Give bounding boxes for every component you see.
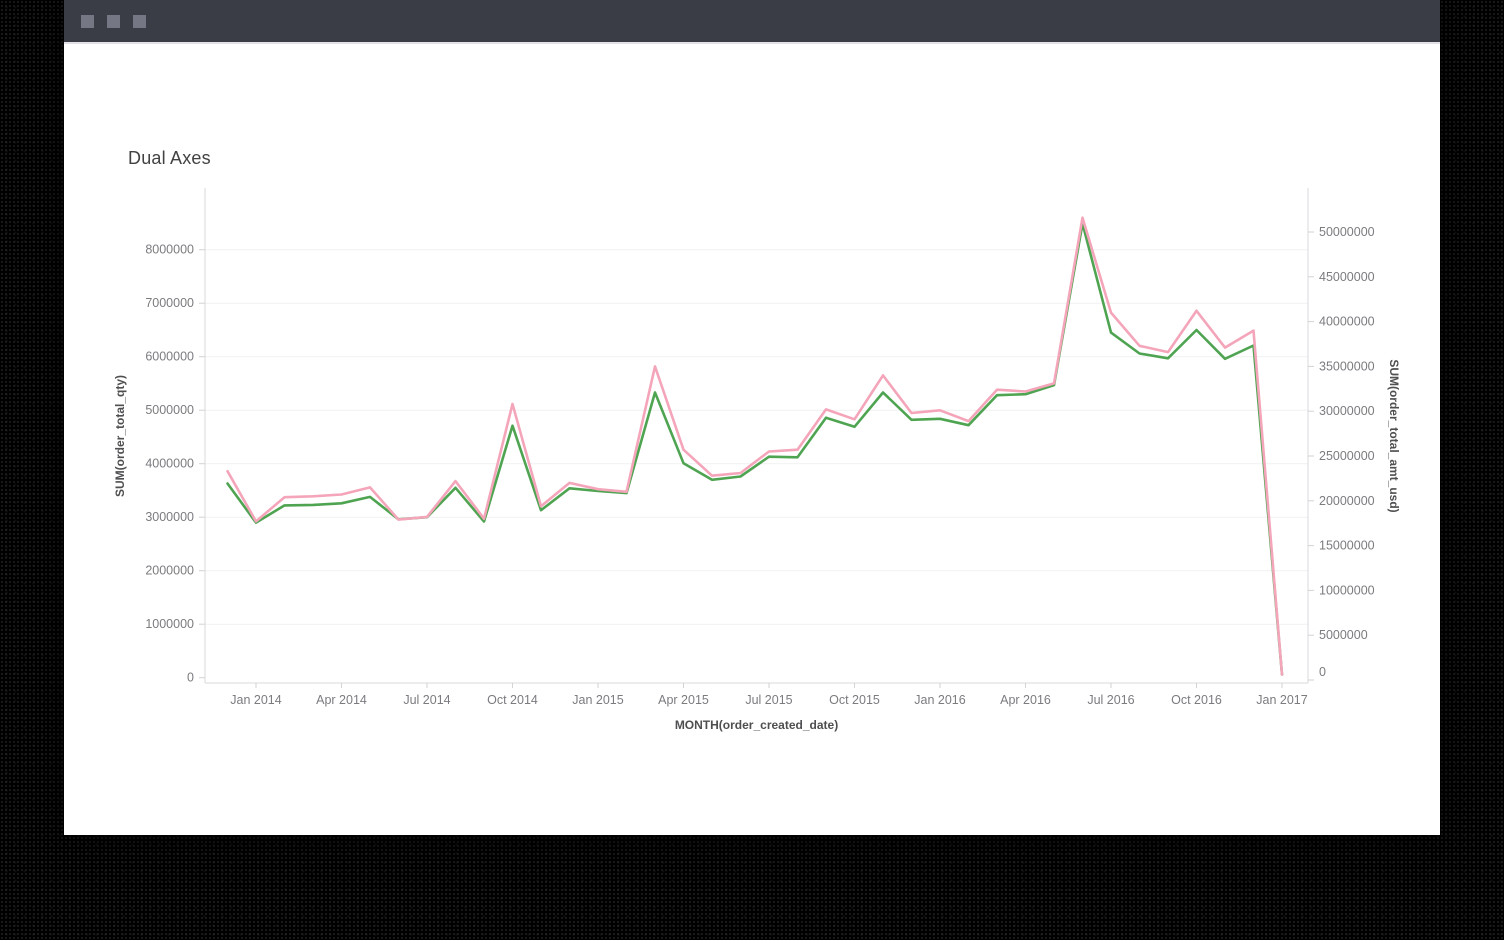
right-axis-tick-label: 10000000	[1319, 583, 1375, 597]
x-axis-title: MONTH(order_created_date)	[675, 718, 838, 732]
right-axis-tick-label: 35000000	[1319, 359, 1375, 373]
x-axis-tick-label: Jan 2016	[914, 693, 965, 707]
right-axis-tick-label: 45000000	[1319, 270, 1375, 284]
right-axis-tick-label: 50000000	[1319, 225, 1375, 239]
right-axis-tick-label: 5000000	[1319, 628, 1368, 642]
x-axis-tick-label: Jan 2015	[572, 693, 623, 707]
left-axis-tick-label: 4000000	[145, 457, 194, 471]
chart-title: Dual Axes	[128, 148, 211, 168]
left-axis-tick-label: 0	[187, 671, 194, 685]
left-axis-tick-label: 6000000	[145, 350, 194, 364]
x-axis-tick-label: Jul 2015	[745, 693, 792, 707]
window-titlebar	[64, 0, 1440, 44]
qty-line-series[interactable]	[226, 222, 1284, 676]
right-axis-tick-label: 20000000	[1319, 494, 1375, 508]
right-axis-title: SUM(order_total_amt_usd)	[1387, 359, 1401, 512]
x-axis-tick-label: Apr 2016	[1000, 693, 1051, 707]
dual-axes-line-chart[interactable]: 0 1000000 2000000 3000000 4000000 5000000 6000…	[64, 44, 1440, 835]
x-axis-tick-label: Apr 2015	[658, 693, 709, 707]
left-axis-tick-label: 5000000	[145, 403, 194, 417]
x-axis-tick-label: Apr 2014	[316, 693, 367, 707]
x-axis-tick-label: Jan 2014	[230, 693, 281, 707]
app-window: Dual Axes 0 1000000 2000000 3000000 4000000 5…	[64, 0, 1440, 835]
left-axis-tick-label: 8000000	[145, 243, 194, 257]
x-axis-tick-label: Jul 2016	[1087, 693, 1134, 707]
right-axis-tick-label: 40000000	[1319, 315, 1375, 329]
left-axis-tick-label: 1000000	[145, 617, 194, 631]
x-axis-tick-label: Jul 2014	[403, 693, 450, 707]
right-axis-tick-label: 0	[1319, 665, 1326, 679]
right-axis-tick-label: 30000000	[1319, 404, 1375, 418]
left-axis-title: SUM(order_total_qty)	[113, 375, 127, 497]
window-control-icon[interactable]	[81, 14, 94, 28]
x-axis-tick-label: Oct 2015	[829, 693, 880, 707]
left-axis-tick-label: 7000000	[145, 296, 194, 310]
x-axis-tick-label: Oct 2014	[487, 693, 538, 707]
x-axis-tick-label: Jan 2017	[1256, 693, 1307, 707]
amt-line-series[interactable]	[226, 216, 1284, 676]
chart-sheet: Dual Axes 0 1000000 2000000 3000000 4000000 5…	[64, 44, 1440, 835]
right-axis-tick-label: 25000000	[1319, 449, 1375, 463]
window-control-icon[interactable]	[133, 14, 146, 28]
left-axis-tick-label: 2000000	[145, 564, 194, 578]
x-axis-tick-label: Oct 2016	[1171, 693, 1222, 707]
left-axis-tick-label: 3000000	[145, 510, 194, 524]
right-axis-tick-label: 15000000	[1319, 539, 1375, 553]
window-control-icon[interactable]	[107, 14, 120, 28]
